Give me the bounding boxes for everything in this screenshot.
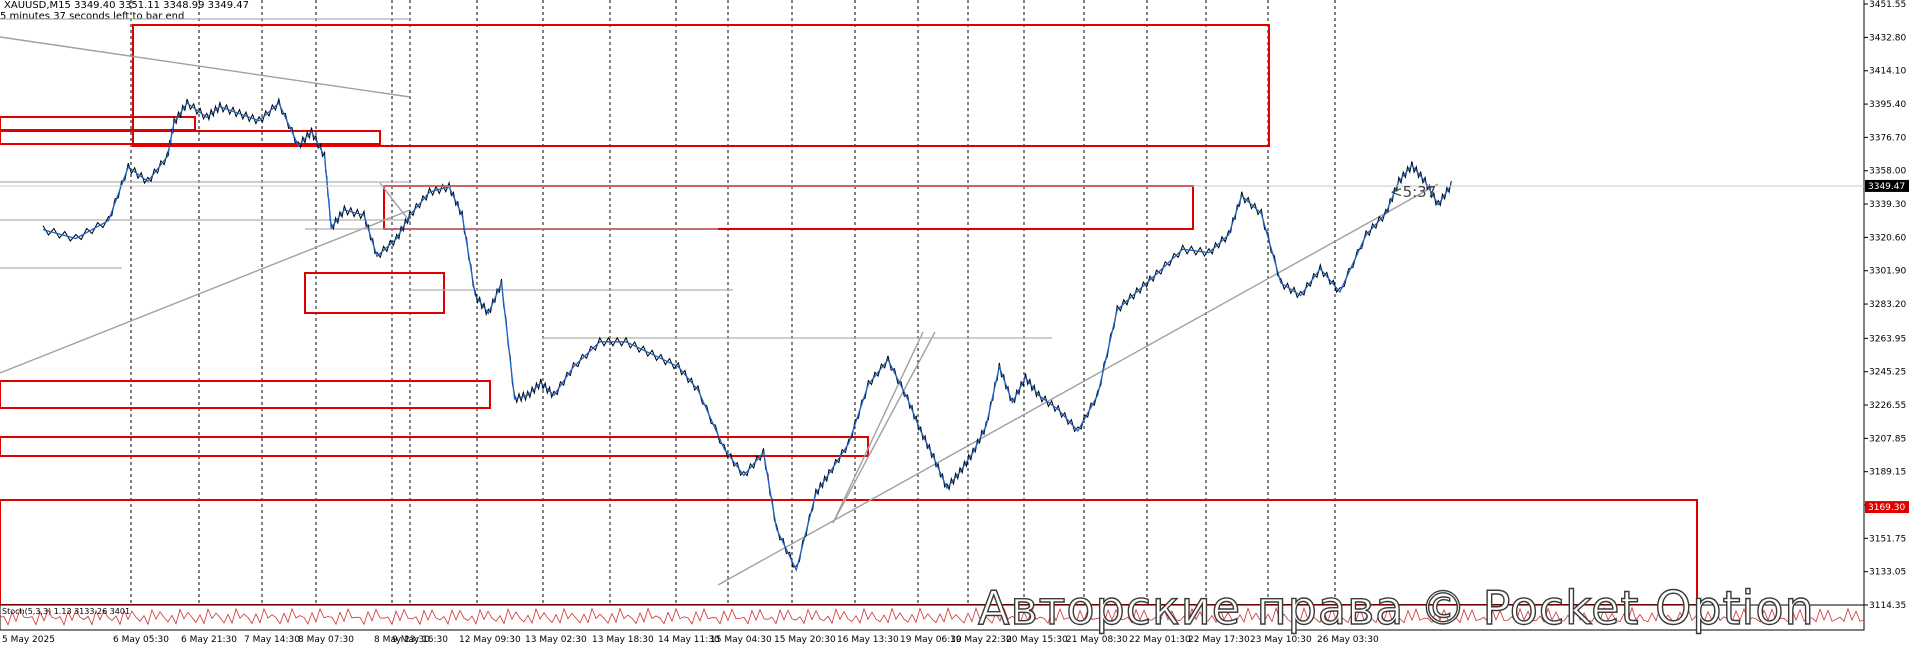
- x-tick-label: 19 May 22:30: [950, 635, 1012, 645]
- y-tick-label: 3114.35: [1869, 601, 1906, 611]
- price-series-line: [42, 101, 1452, 572]
- y-tick-label: 3263.95: [1869, 334, 1906, 344]
- y-tick-label: 3320.60: [1869, 233, 1906, 243]
- x-tick-label: 15 May 04:30: [710, 635, 772, 645]
- x-tick-label: 14 May 11:30: [658, 635, 720, 645]
- x-tick-label: 6 May 05:30: [113, 635, 169, 645]
- y-tick-label: 3432.80: [1869, 33, 1906, 43]
- x-tick-label: 16 May 13:30: [837, 635, 899, 645]
- x-tick-label: 26 May 03:30: [1317, 635, 1379, 645]
- y-tick-label: 3133.05: [1869, 568, 1906, 578]
- supply-demand-zone-box: [0, 116, 196, 131]
- level-price-label: 3169.30: [1868, 503, 1905, 513]
- y-tick-label: 3207.85: [1869, 434, 1906, 444]
- supply-demand-zone-box: [0, 436, 869, 457]
- y-tick-label: 3189.15: [1869, 468, 1906, 478]
- x-tick-label: 8 May 23:30: [374, 635, 430, 645]
- x-tick-label: 22 May 01:30: [1129, 635, 1191, 645]
- x-tick-label: 20 May 15:30: [1006, 635, 1068, 645]
- bar-timer-text: 5 minutes 37 seconds left to bar end: [0, 11, 185, 22]
- supply-demand-zone-box: [0, 380, 491, 409]
- chart-symbol-header: XAUUSD,M15 3349.40 3351.11 3348.99 3349.…: [4, 0, 250, 11]
- x-tick-label: 8 May 07:30: [298, 635, 354, 645]
- y-tick-label: 3283.20: [1869, 300, 1906, 310]
- stochastic-line: [0, 606, 1865, 626]
- x-tick-label: 9 May 16:30: [392, 635, 448, 645]
- x-tick-label: 13 May 02:30: [525, 635, 587, 645]
- x-tick-label: 13 May 18:30: [592, 635, 654, 645]
- y-tick-label: 3376.70: [1869, 133, 1906, 143]
- trend-line: [832, 331, 936, 524]
- x-tick-label: 12 May 09:30: [459, 635, 521, 645]
- supply-demand-zone-box: [383, 185, 1194, 230]
- y-tick-label: 3339.30: [1869, 200, 1906, 210]
- y-tick-label: 3395.40: [1869, 100, 1906, 110]
- current-price-badge: [1865, 179, 1909, 192]
- countdown-label: <5:37: [1390, 183, 1436, 201]
- y-tick-label: 3151.75: [1869, 534, 1906, 544]
- y-tick-label: 3245.25: [1869, 368, 1906, 378]
- y-tick-label: 3451.55: [1869, 0, 1906, 10]
- y-tick-label: 3358.00: [1869, 167, 1906, 177]
- supply-demand-zone-box: [0, 130, 381, 145]
- x-tick-label: 22 May 17:30: [1188, 635, 1250, 645]
- supply-demand-zone-box: [132, 24, 1270, 147]
- x-tick-label: 19 May 06:30: [900, 635, 962, 645]
- x-tick-label: 23 May 10:30: [1250, 635, 1312, 645]
- current-price-label: 3349.47: [1868, 182, 1905, 192]
- price-candles: [42, 97, 1452, 568]
- indicator-label: Stoch(5,3,3) 1.13 3133.26 3401: [2, 607, 130, 616]
- trend-line: [379, 182, 411, 223]
- x-tick-label: 5 May 2025: [2, 635, 55, 645]
- trend-line: [0, 209, 411, 374]
- level-price-badge: [1865, 501, 1909, 514]
- x-tick-label: 15 May 20:30: [774, 635, 836, 645]
- y-tick-label: 3301.90: [1869, 267, 1906, 277]
- y-tick-label: 3226.55: [1869, 401, 1906, 411]
- x-tick-label: 6 May 21:30: [181, 635, 237, 645]
- x-tick-label: 21 May 08:30: [1066, 635, 1128, 645]
- copyright-watermark: Авторские права © Pocket Option: [978, 581, 1815, 635]
- trend-line: [832, 331, 924, 524]
- trend-line: [0, 36, 411, 98]
- trend-line: [717, 183, 1439, 586]
- supply-demand-zone-box: [304, 272, 445, 314]
- x-tick-label: 7 May 14:30: [244, 635, 300, 645]
- y-tick-label: 3414.10: [1869, 67, 1906, 77]
